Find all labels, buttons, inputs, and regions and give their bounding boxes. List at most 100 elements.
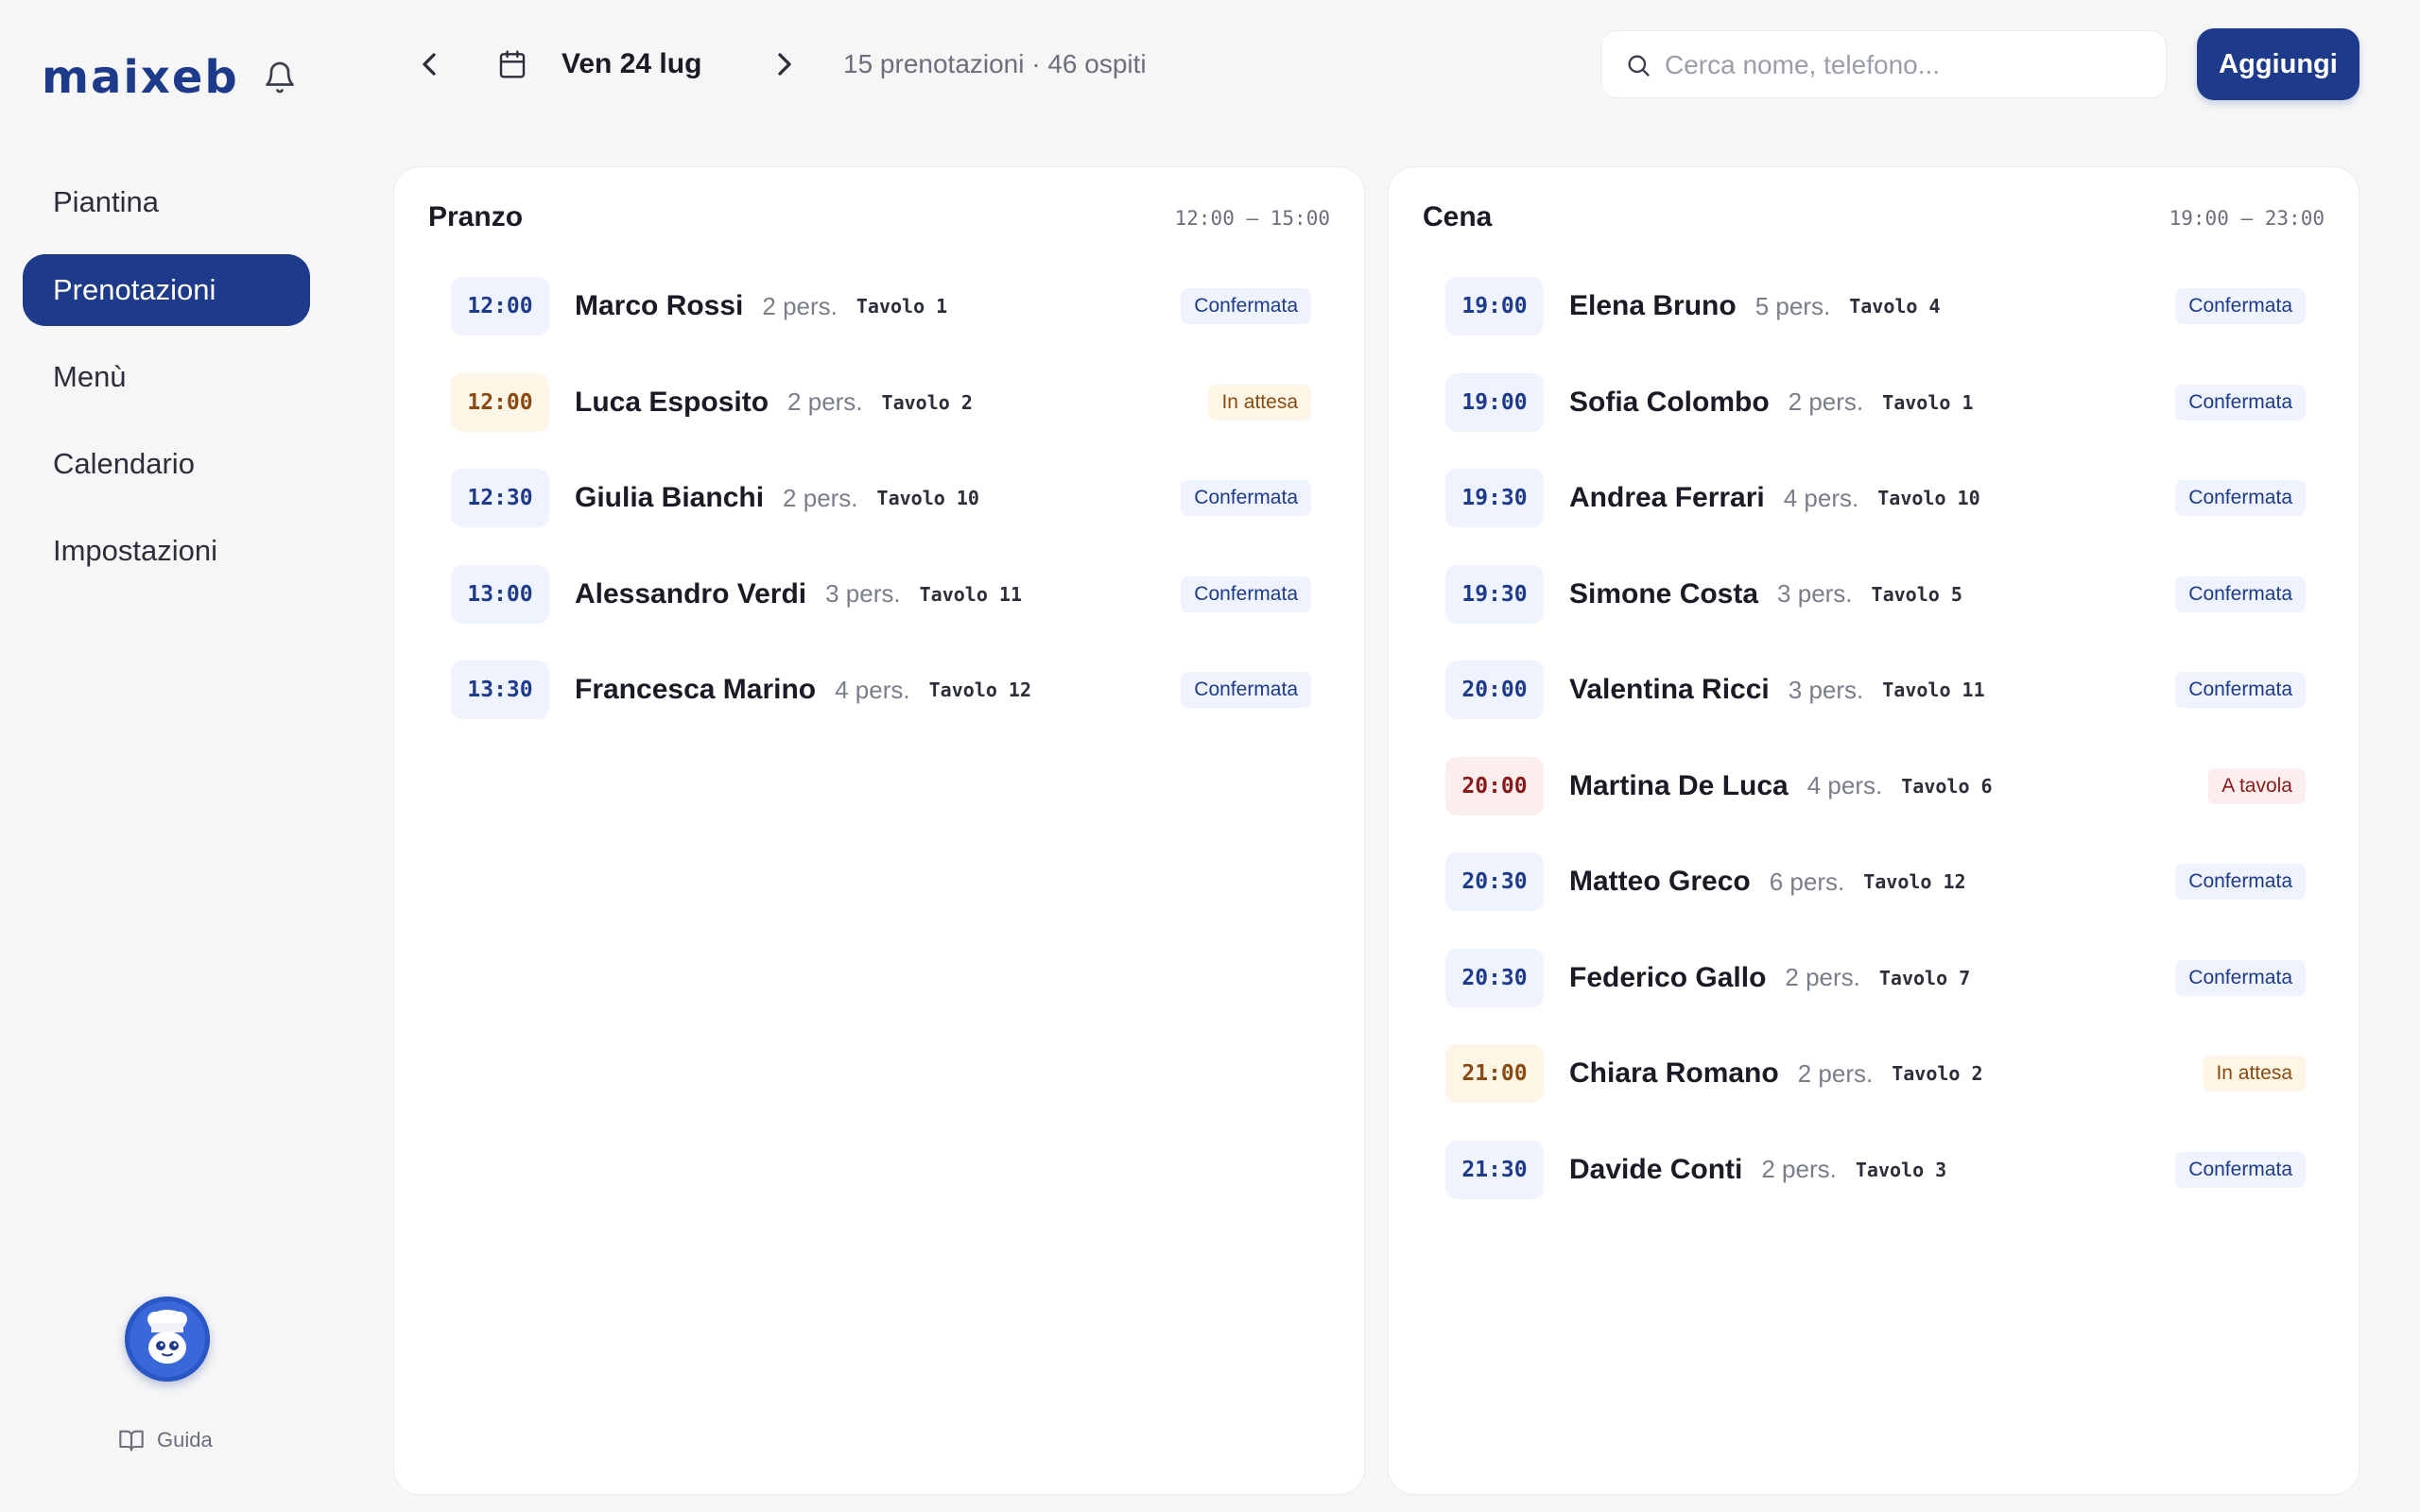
guest-name: Chiara Romano [1569,1057,1779,1089]
booking-row[interactable]: 19:30 Simone Costa 3 pers. Tavolo 5 Conferma… [1445,564,2306,624]
guest-count: 2 pers. [762,291,838,320]
booking-row[interactable]: 13:00 Alessandro Verdi 3 pers. Tavolo 11 Con… [451,564,1311,624]
book-icon [119,1430,144,1452]
booking-info: Giulia Bianchi 2 pers. Tavolo 10 [575,469,979,527]
add-booking-button[interactable]: Aggiungi [2197,28,2360,100]
booking-time: 20:30 [1445,948,1544,1007]
status-badge: Confermata [2175,1151,2306,1188]
panel-title-lunch: Pranzo [428,201,524,232]
guest-name: Francesca Marino [575,674,817,705]
booking-info: Chiara Romano 2 pers. Tavolo 2 [1569,1044,1983,1103]
guest-name: Martina De Luca [1569,769,1789,801]
booking-row[interactable]: 21:30 Davide Conti 2 pers. Tavolo 3 Conferma… [1445,1140,2306,1199]
status-badge: Confermata [1181,288,1311,324]
guest-count: 3 pers. [1788,675,1864,704]
guest-count: 2 pers. [1761,1155,1837,1183]
chef-avatar[interactable] [125,1297,210,1382]
booking-info: Francesca Marino 4 pers. Tavolo 12 [575,661,1031,719]
booking-row[interactable]: 13:30 Francesca Marino 4 pers. Tavolo 12 Con… [451,661,1311,719]
status-badge: Confermata [2175,959,2306,996]
guide-link[interactable]: Guida [117,1423,213,1457]
panel-hours-lunch: 12:00 – 15:00 [1174,207,1330,230]
sidebar: maixeb Piantina Prenotazioni Menù Calend… [0,0,340,1512]
status-badge: Confermata [2175,480,2306,516]
chevron-left-icon[interactable] [410,45,448,83]
booking-row[interactable]: 19:00 Elena Bruno 5 pers. Tavolo 4 Confermat… [1445,277,2306,335]
guest-count: 4 pers. [835,675,910,704]
current-date[interactable]: Ven 24 lug [562,48,702,79]
status-badge: A tavola [2208,767,2306,804]
search-box[interactable] [1601,30,2167,98]
guide-label: Guida [157,1428,213,1452]
lunch-list: 12:00 Marco Rossi 2 pers. Tavolo 1 Confermat… [451,277,1311,757]
guest-count: 3 pers. [825,579,901,608]
booking-info: Martina De Luca 4 pers. Tavolo 6 [1569,757,1993,816]
guest-name: Giulia Bianchi [575,482,765,513]
panel-title-dinner: Cena [1423,201,1493,232]
booking-time: 19:30 [1445,564,1544,624]
booking-row[interactable]: 20:00 Martina De Luca 4 pers. Tavolo 6 A tav… [1445,756,2306,816]
status-badge: Confermata [2175,864,2306,900]
table-label: Tavolo 1 [1882,390,1974,414]
table-label: Tavolo 10 [876,487,979,509]
booking-row[interactable]: 12:30 Giulia Bianchi 2 pers. Tavolo 10 Confe… [451,469,1311,527]
booking-row[interactable]: 19:00 Sofia Colombo 2 pers. Tavolo 1 Conferm… [1445,372,2306,432]
booking-time: 20:00 [1445,756,1544,816]
guest-name: Elena Bruno [1569,290,1737,321]
booking-row[interactable]: 12:00 Marco Rossi 2 pers. Tavolo 1 Confermat… [451,277,1311,335]
booking-time: 20:30 [1445,852,1544,911]
table-label: Tavolo 10 [1877,487,1980,509]
booking-info: Sofia Colombo 2 pers. Tavolo 1 [1569,373,1973,432]
table-label: Tavolo 6 [1901,774,1993,798]
booking-time: 19:00 [1445,372,1544,432]
table-label: Tavolo 12 [1863,870,1966,893]
guest-count: 4 pers. [1783,483,1859,512]
status-badge: Confermata [1181,576,1311,612]
booking-info: Federico Gallo 2 pers. Tavolo 7 [1569,949,1970,1007]
booking-row[interactable]: 20:30 Federico Gallo 2 pers. Tavolo 7 Confer… [1445,948,2306,1007]
table-label: Tavolo 5 [1871,582,1962,606]
search-icon [1628,55,1650,77]
sidebar-item-calendario[interactable]: Calendario [53,447,195,480]
search-input[interactable] [1665,44,2137,86]
guest-count: 2 pers. [787,387,863,416]
sidebar-item-menu[interactable]: Menù [53,360,127,393]
status-badge: Confermata [1181,480,1311,516]
chevron-right-icon[interactable] [766,45,804,83]
table-label: Tavolo 2 [881,390,973,414]
booking-row[interactable]: 20:00 Valentina Ricci 3 pers. Tavolo 11 Conf… [1445,661,2306,719]
sidebar-item-piantina[interactable]: Piantina [53,185,160,218]
guest-count: 6 pers. [1769,867,1845,896]
booking-row[interactable]: 21:00 Chiara Romano 2 pers. Tavolo 2 In atte… [1445,1044,2306,1103]
booking-row[interactable]: 19:30 Andrea Ferrari 4 pers. Tavolo 10 Confe… [1445,469,2306,527]
booking-row[interactable]: 12:00 Luca Esposito 2 pers. Tavolo 2 In atte… [451,372,1311,432]
booking-row[interactable]: 20:30 Matteo Greco 6 pers. Tavolo 12 Conferm… [1445,852,2306,911]
booking-time: 20:00 [1445,661,1544,719]
guest-name: Simone Costa [1569,577,1759,610]
app-logo[interactable]: maixeb [42,51,239,104]
booking-info: Alessandro Verdi 3 pers. Tavolo 11 [575,565,1022,624]
guest-count: 3 pers. [1777,579,1853,608]
status-badge: Confermata [2175,384,2306,421]
status-badge: In attesa [2203,1056,2306,1091]
status-badge: Confermata [1181,672,1311,708]
sidebar-item-prenotazioni[interactable]: Prenotazioni [23,254,310,326]
table-label: Tavolo 11 [1882,679,1985,701]
booking-info: Marco Rossi 2 pers. Tavolo 1 [575,277,947,335]
booking-summary: 15 prenotazioni · 46 ospiti [843,49,1147,78]
table-label: Tavolo 12 [928,679,1031,701]
sidebar-item-impostazioni[interactable]: Impostazioni [53,534,218,567]
guest-name: Sofia Colombo [1569,386,1770,418]
guest-name: Andrea Ferrari [1569,482,1765,513]
booking-info: Luca Esposito 2 pers. Tavolo 2 [575,373,973,432]
status-badge: Confermata [2175,672,2306,708]
booking-info: Simone Costa 3 pers. Tavolo 5 [1569,565,1962,624]
booking-time: 13:30 [451,661,549,719]
booking-time: 12:30 [451,469,549,527]
sidebar-nav: Piantina Prenotazioni Menù Calendario Im… [23,166,310,602]
table-label: Tavolo 2 [1892,1062,1983,1085]
table-label: Tavolo 1 [856,295,948,318]
bell-icon[interactable] [263,59,297,96]
status-badge: Confermata [2175,576,2306,612]
booking-time: 19:30 [1445,469,1544,527]
